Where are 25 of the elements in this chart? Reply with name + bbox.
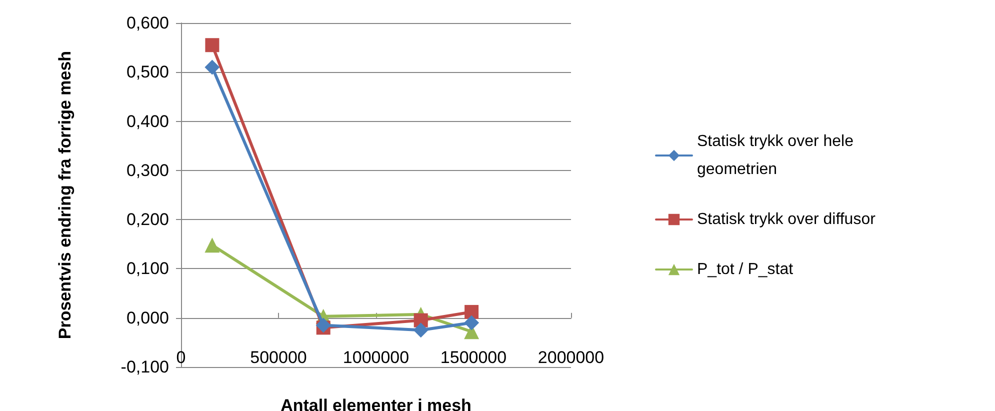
legend-label: P_tot / P_stat — [697, 261, 794, 278]
point — [204, 238, 220, 253]
y-tick-label: 0,400 — [126, 112, 169, 131]
x-tick-label: 500000 — [250, 348, 307, 367]
x-tick-label: 1500000 — [440, 348, 507, 367]
y-tick-label: 0,000 — [126, 308, 169, 328]
y-tick-label: 0,100 — [126, 259, 169, 278]
x-tick-label: 0 — [176, 348, 186, 367]
x-tick-label: 1000000 — [342, 348, 410, 367]
y-axis-title: Prosentvis endring fra forrige mesh — [56, 50, 74, 340]
x-axis-title: Antall elementer i mesh — [280, 396, 472, 411]
point — [205, 38, 220, 52]
point — [413, 322, 428, 338]
x-tick-label: 2000000 — [538, 348, 604, 367]
y-tick-label: 0,300 — [126, 160, 169, 180]
y-tick-label: 0,200 — [126, 210, 169, 230]
y-tick-label: -0,100 — [120, 358, 169, 376]
point — [464, 304, 479, 319]
legend-label: Statisk trykk over hele geometrien — [697, 133, 858, 178]
point — [464, 315, 480, 330]
y-tick-label: 0,600 — [126, 14, 169, 32]
y-tick-label: 0,500 — [126, 62, 169, 82]
point — [316, 318, 331, 333]
point — [204, 60, 220, 75]
legend-label: Statisk trykk over diffusor — [697, 211, 876, 228]
